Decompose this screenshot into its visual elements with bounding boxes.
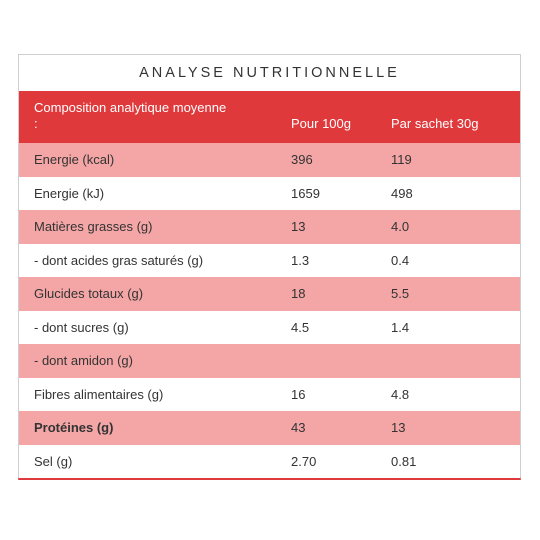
table-row: - dont acides gras saturés (g) 1.3 0.4	[19, 243, 520, 277]
row-label: Matières grasses (g)	[34, 219, 153, 235]
row-label: Sel (g)	[34, 453, 73, 469]
row-label: Energie (kcal)	[34, 152, 115, 168]
row-per-sachet: 498	[391, 185, 413, 201]
nutrition-table: Composition analytique moyenne : Pour 10…	[19, 91, 520, 478]
row-per-100g: 13	[291, 219, 306, 235]
row-per-100g: 2.70	[291, 453, 317, 469]
row-per-sachet: 1.4	[391, 319, 410, 335]
row-label: - dont sucres (g)	[34, 319, 129, 335]
row-per-sachet: 0.81	[391, 453, 417, 469]
row-per-sachet: 119	[391, 152, 412, 168]
row-per-100g: 4.5	[291, 319, 310, 335]
row-per-100g: 1.3	[291, 252, 310, 268]
table-row: - dont amidon (g)	[19, 344, 520, 378]
header-per-100g: Pour 100g	[291, 116, 351, 131]
row-per-sachet: 4.0	[391, 219, 410, 235]
row-per-100g: 396	[291, 152, 313, 168]
row-per-sachet: 0.4	[391, 252, 410, 268]
header-composition: Composition analytique moyenne :	[19, 91, 291, 143]
row-label: Protéines (g)	[34, 420, 114, 436]
row-per-100g: 1659	[291, 185, 320, 201]
row-label: Energie (kJ)	[34, 185, 105, 201]
row-per-100g: 43	[291, 420, 306, 436]
table-row: Protéines (g) 43 13	[19, 411, 520, 445]
row-label: - dont acides gras saturés (g)	[34, 252, 204, 268]
table-row: Energie (kJ) 1659 498	[19, 176, 520, 210]
table-row: Fibres alimentaires (g) 16 4.8	[19, 377, 520, 411]
row-per-sachet: 4.8	[391, 386, 410, 402]
table-row: - dont sucres (g) 4.5 1.4	[19, 310, 520, 344]
row-label: Glucides totaux (g)	[34, 286, 144, 302]
row-per-100g: 18	[291, 286, 306, 302]
table-row: Glucides totaux (g) 18 5.5	[19, 277, 520, 311]
row-per-100g: 16	[291, 386, 306, 402]
row-per-sachet: 5.5	[391, 286, 410, 302]
table-row: Sel (g) 2.70 0.81	[19, 444, 520, 478]
row-label: Fibres alimentaires (g)	[34, 386, 164, 402]
table-row: Matières grasses (g) 13 4.0	[19, 210, 520, 244]
nutrition-panel: ANALYSE NUTRITIONNELLE Composition analy…	[18, 54, 521, 480]
panel-title: ANALYSE NUTRITIONNELLE	[139, 65, 400, 81]
table-header: Composition analytique moyenne : Pour 10…	[19, 91, 520, 143]
header-composition-label: Composition analytique moyenne	[34, 100, 227, 115]
header-per-sachet: Par sachet 30g	[391, 116, 479, 131]
row-per-sachet: 13	[391, 420, 406, 436]
row-label: - dont amidon (g)	[34, 353, 133, 369]
header-composition-colon: :	[34, 116, 38, 131]
table-row: Energie (kcal) 396 119	[19, 143, 520, 177]
